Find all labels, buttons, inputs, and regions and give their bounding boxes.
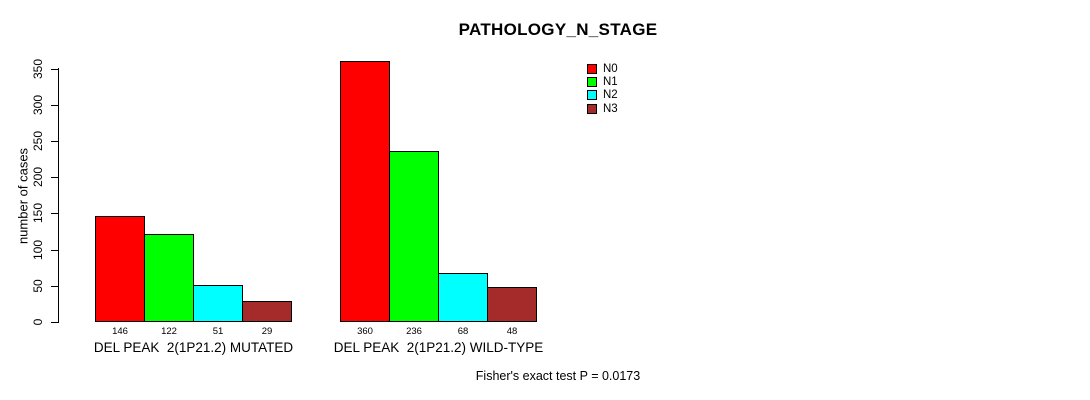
bar-value-label: 122 [161, 326, 177, 337]
y-axis-tick [51, 286, 58, 287]
y-axis-tick [51, 250, 58, 251]
bar-n1-group2 [389, 151, 439, 322]
bar-value-label: 29 [261, 326, 273, 337]
legend-swatch-n0 [587, 64, 597, 74]
y-axis-tick [51, 69, 58, 70]
bar-value-label: 51 [212, 326, 224, 337]
bar-value-label: 48 [506, 326, 518, 337]
bar-value-label: 68 [457, 326, 469, 337]
x-axis-group-label: DEL PEAK 2(1P21.2) WILD-TYPE [333, 340, 544, 355]
bar-value-label: 146 [112, 326, 128, 337]
y-axis-tick-label: 50 [31, 279, 45, 293]
y-axis-tick [51, 322, 58, 323]
y-axis-tick-label: 350 [31, 58, 45, 80]
chart-title: PATHOLOGY_N_STAGE [458, 20, 658, 39]
y-axis-tick [51, 105, 58, 106]
bar-value-label: 360 [357, 326, 373, 337]
legend-swatch-n2 [587, 90, 597, 100]
bar-n2-group2 [438, 273, 488, 322]
y-axis-tick [51, 141, 58, 142]
y-axis-tick [51, 177, 58, 178]
y-axis-label: number of cases [15, 147, 31, 245]
legend-label-n0: N0 [603, 63, 618, 75]
legend-swatch-n3 [587, 104, 597, 114]
legend-label-n2: N2 [603, 89, 618, 101]
y-axis-tick-label: 0 [31, 318, 45, 326]
y-axis-line [58, 68, 59, 323]
y-axis-tick-label: 100 [31, 239, 45, 261]
y-axis-tick-label: 300 [31, 94, 45, 116]
bar-value-label: 236 [406, 326, 422, 337]
y-axis-tick-label: 150 [31, 202, 45, 224]
y-axis-tick-label: 250 [31, 130, 45, 152]
footnote-fishers-test: Fisher's exact test P = 0.0173 [475, 369, 641, 383]
bar-n3-group1 [242, 301, 292, 322]
x-axis-group-label: DEL PEAK 2(1P21.2) MUTATED [93, 340, 294, 355]
legend-label-n1: N1 [603, 76, 618, 88]
y-axis-tick [51, 213, 58, 214]
bar-n1-group1 [144, 234, 194, 322]
bar-n0-group1 [95, 216, 145, 322]
y-axis-tick-label: 200 [31, 166, 45, 188]
bar-n3-group2 [487, 287, 537, 322]
legend-swatch-n1 [587, 77, 597, 87]
legend-label-n3: N3 [603, 103, 618, 115]
bar-n0-group2 [340, 61, 390, 322]
bar-n2-group1 [193, 285, 243, 322]
